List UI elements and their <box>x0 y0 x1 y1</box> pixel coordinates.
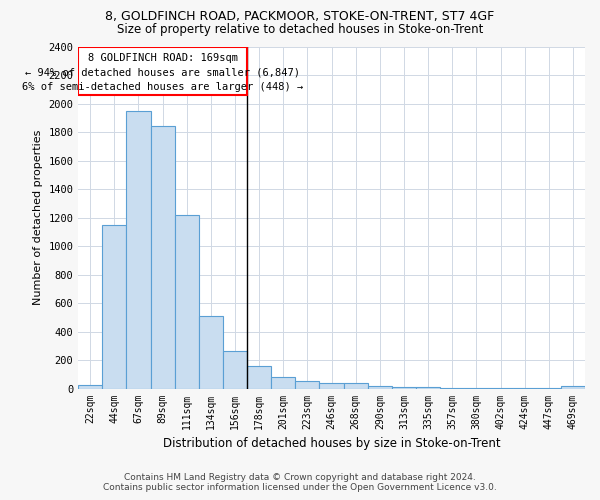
Text: 8, GOLDFINCH ROAD, PACKMOOR, STOKE-ON-TRENT, ST7 4GF: 8, GOLDFINCH ROAD, PACKMOOR, STOKE-ON-TR… <box>106 10 494 23</box>
Text: 6% of semi-detached houses are larger (448) →: 6% of semi-detached houses are larger (4… <box>22 82 303 92</box>
Bar <box>368 386 392 388</box>
Bar <box>344 383 368 388</box>
Bar <box>199 316 223 388</box>
Bar <box>295 380 319 388</box>
Bar <box>247 366 271 388</box>
Text: ← 94% of detached houses are smaller (6,847): ← 94% of detached houses are smaller (6,… <box>25 68 300 78</box>
Bar <box>127 110 151 388</box>
Text: Contains HM Land Registry data © Crown copyright and database right 2024.
Contai: Contains HM Land Registry data © Crown c… <box>103 473 497 492</box>
Bar <box>175 214 199 388</box>
Bar <box>319 383 344 388</box>
Text: 8 GOLDFINCH ROAD: 169sqm: 8 GOLDFINCH ROAD: 169sqm <box>88 52 238 62</box>
Text: Size of property relative to detached houses in Stoke-on-Trent: Size of property relative to detached ho… <box>117 22 483 36</box>
Bar <box>78 46 247 95</box>
Bar <box>223 351 247 389</box>
Y-axis label: Number of detached properties: Number of detached properties <box>33 130 43 305</box>
Bar <box>102 224 127 388</box>
Bar <box>78 385 102 388</box>
X-axis label: Distribution of detached houses by size in Stoke-on-Trent: Distribution of detached houses by size … <box>163 437 500 450</box>
Bar <box>271 377 295 388</box>
Bar <box>561 386 585 388</box>
Bar <box>392 387 416 388</box>
Bar <box>151 126 175 388</box>
